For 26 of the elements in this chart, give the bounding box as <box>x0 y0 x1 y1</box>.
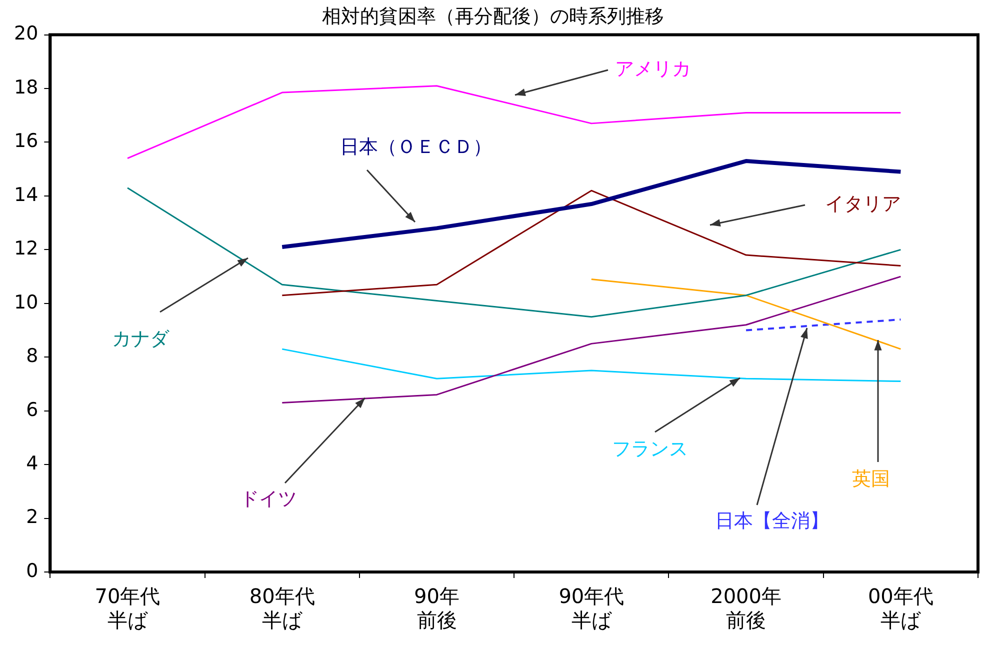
y-tick-label: 0 <box>26 560 38 582</box>
text: 英国 <box>852 468 890 490</box>
x-tick-label: 80年代半ば <box>249 584 315 632</box>
text: 日本【全消】 <box>715 510 829 532</box>
y-tick-label: 18 <box>14 76 38 98</box>
y-tick-label: 10 <box>14 291 38 314</box>
x-tick-label: 90年代半ば <box>558 584 624 632</box>
y-tick-label: 20 <box>14 22 38 45</box>
x-tick-label: 2000年前後 <box>710 584 782 632</box>
y-tick-label: 8 <box>26 345 38 368</box>
series-label: アメリカ <box>615 58 691 80</box>
chart-title: 相対的貧困率（再分配後）の時系列推移 <box>322 5 664 28</box>
x-tick-label: 90年前後 <box>414 584 460 632</box>
text: イタリア <box>825 192 901 215</box>
y-tick-label: 2 <box>26 506 38 528</box>
y-tick-label: 12 <box>14 238 38 260</box>
y-tick-label: 14 <box>14 184 38 206</box>
y-tick-label: 4 <box>26 452 38 474</box>
text: フランス <box>612 438 688 460</box>
x-tick-label: 00年代半ば <box>868 584 934 632</box>
text: ドイツ <box>240 488 297 510</box>
y-tick-label: 6 <box>26 398 38 421</box>
text: カナダ <box>112 328 170 350</box>
y-tick-label: 16 <box>14 130 38 152</box>
x-tick-label: 70年代半ば <box>94 584 160 632</box>
text: 日本（ＯＥＣＤ） <box>340 136 492 158</box>
